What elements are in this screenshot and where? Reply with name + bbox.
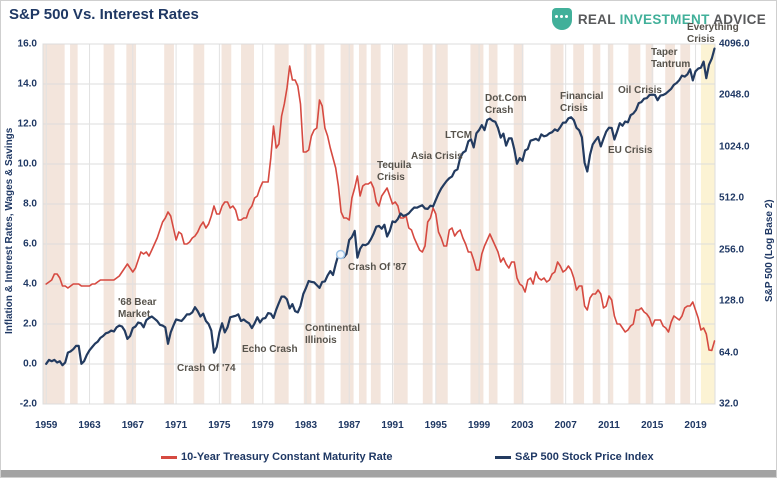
recession-band	[488, 44, 498, 404]
highlight-band	[700, 44, 715, 404]
recession-band	[607, 44, 614, 404]
recession-band	[126, 44, 137, 404]
brand-name: REAL INVESTMENT ADVICE	[578, 12, 766, 27]
recession-band	[645, 44, 654, 404]
x-axis-tick-label: 1987	[338, 420, 361, 431]
recession-band	[513, 44, 524, 404]
legend-label-treasury: 10-Year Treasury Constant Maturity Rate	[181, 451, 393, 463]
annotation-label: Asia Crisis	[411, 151, 463, 162]
left-axis-tick-label: 12.0	[17, 118, 37, 130]
annotation-label: EU Crisis	[608, 145, 653, 156]
recession-band	[274, 44, 289, 404]
brand-logo: REAL INVESTMENT ADVICE	[551, 8, 766, 30]
x-axis-tick-label: 1979	[251, 420, 274, 431]
window-bottom-bar	[1, 470, 776, 477]
x-axis-tick-label: 1995	[424, 420, 447, 431]
recession-band	[628, 44, 641, 404]
x-axis-tick-label: 1991	[381, 420, 404, 431]
annotation-label: Tequila Crisis	[377, 160, 412, 183]
brand-word-advice: ADVICE	[713, 11, 766, 27]
right-axis-tick-label: 512.0	[719, 192, 745, 204]
recession-band	[680, 44, 691, 404]
x-axis-tick-label: 1975	[208, 420, 231, 431]
treasury-rate-line	[45, 65, 716, 352]
recession-band	[665, 44, 675, 404]
legend-item-sp500: S&P 500 Stock Price Index	[495, 451, 654, 463]
right-axis-tick-label: 2048.0	[719, 89, 750, 101]
recession-band	[315, 44, 325, 404]
annotation-label: Dot.Com Crash	[485, 93, 527, 116]
brand-word-real: REAL	[577, 11, 616, 27]
left-axis-tick-label: 10.0	[17, 158, 37, 170]
annotation-label: Financial Crisis	[560, 91, 604, 114]
recession-band	[193, 44, 205, 404]
recession-band	[70, 44, 78, 404]
x-axis-tick-label: 2015	[641, 420, 664, 431]
recession-band	[370, 44, 381, 404]
recession-band	[340, 44, 354, 404]
legend-label-sp500: S&P 500 Stock Price Index	[515, 451, 654, 463]
recession-band	[164, 44, 174, 404]
right-axis-tick-label: 1024.0	[719, 141, 750, 153]
right-axis-tick-label: 256.0	[719, 244, 745, 256]
recession-band	[592, 44, 601, 404]
recession-band	[358, 44, 367, 404]
sp500-line-swatch	[495, 455, 511, 459]
left-axis-tick-label: -2.0	[19, 398, 37, 410]
left-axis-tick-label: 14.0	[17, 78, 37, 90]
annotation-label: Continental Illinois	[305, 323, 360, 346]
recession-band	[573, 44, 585, 404]
shield-dots-icon	[551, 8, 572, 30]
left-axis-tick-label: 2.0	[23, 318, 37, 330]
left-axis-tick-label: 6.0	[23, 238, 37, 250]
right-axis-tick-label: 4096.0	[719, 38, 750, 50]
recession-band	[43, 44, 65, 404]
plot-border	[42, 43, 716, 405]
brand-word-investment: INVESTMENT	[619, 11, 710, 27]
recession-band	[241, 44, 255, 404]
left-axis-tick-label: 8.0	[23, 198, 37, 210]
annotation-label: Oil Crisis	[618, 85, 662, 96]
annotation-label: Echo Crash	[242, 344, 298, 355]
right-axis-tick-label: 32.0	[719, 398, 739, 410]
treasury-line-swatch	[161, 455, 177, 459]
right-axis-tick-label: 128.0	[719, 295, 745, 307]
recession-band	[470, 44, 484, 404]
recession-band	[393, 44, 408, 404]
left-axis-tick-label: 16.0	[17, 38, 37, 50]
x-axis-tick-label: 1959	[35, 420, 58, 431]
annotation-label: '68 Bear Market	[118, 297, 157, 320]
recession-band	[435, 44, 448, 404]
x-axis-tick-label: 2011	[598, 420, 620, 431]
annotation-label: Taper Tantrum	[651, 47, 691, 70]
page-title: S&P 500 Vs. Interest Rates	[9, 6, 199, 23]
recession-band	[303, 44, 312, 404]
annotation-label: Everything Crisis	[687, 22, 739, 45]
x-axis-tick-label: 1999	[467, 420, 491, 431]
annotation-label: Crash Of '87	[348, 262, 407, 273]
recession-band	[103, 44, 115, 404]
x-axis-tick-label: 2007	[554, 420, 577, 431]
right-axis-tick-label: 64.0	[719, 347, 739, 359]
x-axis-tick-label: 1983	[294, 420, 318, 431]
legend-item-treasury: 10-Year Treasury Constant Maturity Rate	[161, 451, 393, 463]
x-axis-tick-label: 1963	[78, 420, 101, 431]
left-axis-tick-label: 0.0	[23, 358, 37, 370]
annotation-label: Crash Of '74	[177, 363, 236, 374]
annotation-label: LTCM	[445, 130, 473, 141]
x-axis-tick-label: 1971	[164, 420, 188, 431]
sp500-line	[45, 47, 716, 367]
x-axis-tick-label: 1967	[121, 420, 144, 431]
x-axis-tick-label: 2003	[511, 420, 534, 431]
left-axis-tick-label: 4.0	[23, 278, 37, 290]
x-axis-tick-label: 2019	[684, 420, 707, 431]
crash-87-marker	[335, 249, 346, 260]
recession-band	[221, 44, 232, 404]
recession-band	[550, 44, 564, 404]
